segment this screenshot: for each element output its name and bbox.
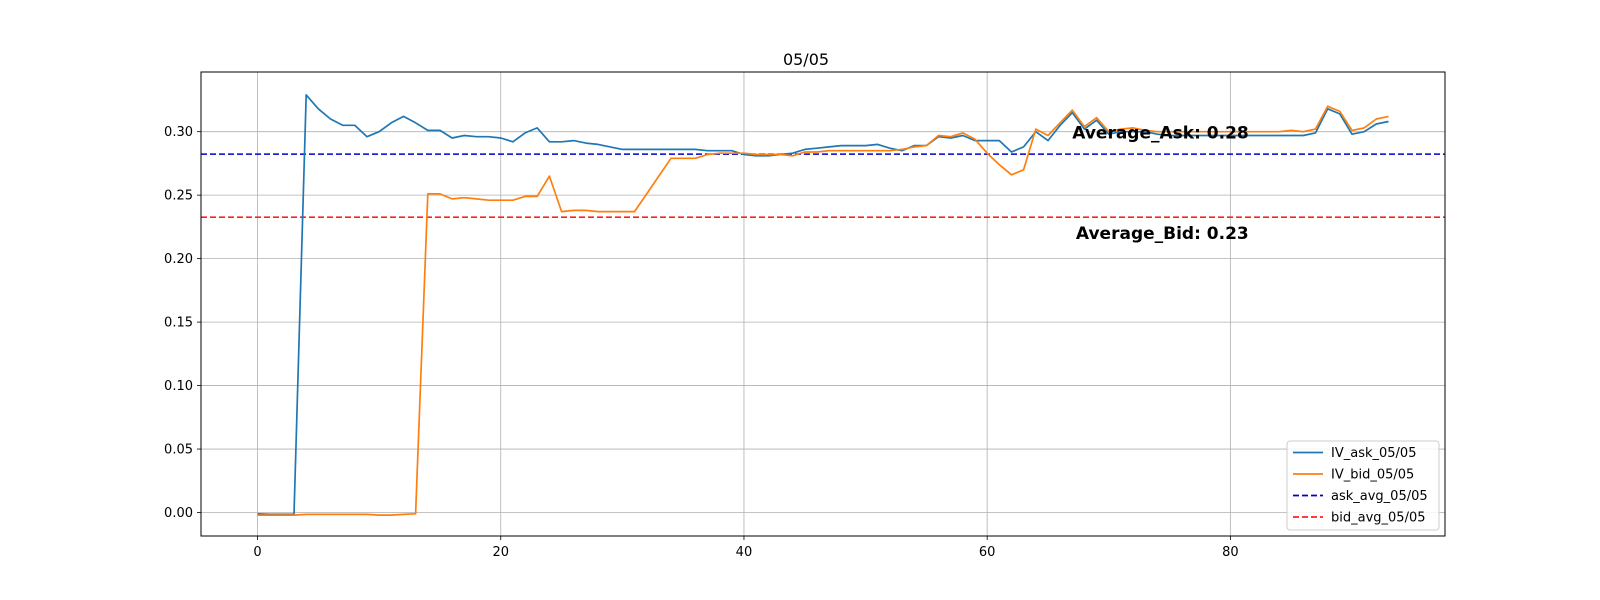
- series-lines: [257, 94, 1389, 516]
- y-tick-label: 0.00: [164, 506, 193, 521]
- x-tick-label: 0: [253, 545, 261, 560]
- x-axis-ticks: 0 20 40 60 80: [253, 536, 1239, 560]
- legend-label: bid_avg_05/05: [1331, 511, 1426, 526]
- grid: [201, 72, 1445, 536]
- series-line-IV_bid_05/05: [257, 105, 1389, 516]
- series-line-IV_ask_05/05: [257, 94, 1389, 516]
- y-axis-ticks: 0.00 0.05 0.10 0.15 0.20 0.25 0.30: [164, 125, 201, 521]
- y-tick-label: 0.15: [164, 316, 193, 331]
- legend-label: IV_ask_05/05: [1331, 446, 1416, 461]
- x-tick-label: 40: [736, 545, 753, 560]
- y-tick-label: 0.20: [164, 252, 193, 267]
- y-tick-label: 0.25: [164, 189, 193, 204]
- annotation-average-bid: Average_Bid: 0.23: [1076, 224, 1249, 244]
- y-tick-label: 0.30: [164, 125, 193, 140]
- x-tick-label: 20: [492, 545, 509, 560]
- legend-label: IV_bid_05/05: [1331, 468, 1414, 483]
- average-lines: [201, 153, 1445, 219]
- y-tick-label: 0.10: [164, 379, 193, 394]
- x-tick-label: 60: [979, 545, 996, 560]
- legend-label: ask_avg_05/05: [1331, 489, 1428, 504]
- y-tick-label: 0.05: [164, 443, 193, 458]
- legend: IV_ask_05/05 IV_bid_05/05 ask_avg_05/05bid…: [1286, 440, 1440, 531]
- annotation-average-ask: Average_Ask: 0.28: [1072, 123, 1248, 143]
- x-tick-label: 80: [1222, 545, 1239, 560]
- chart-title: 05/05: [783, 50, 829, 69]
- legend-box: [1286, 440, 1440, 531]
- annotations: Average_Ask: 0.28 Average_Bid: 0.23: [1072, 123, 1248, 244]
- plot-area-frame: [200, 71, 1446, 537]
